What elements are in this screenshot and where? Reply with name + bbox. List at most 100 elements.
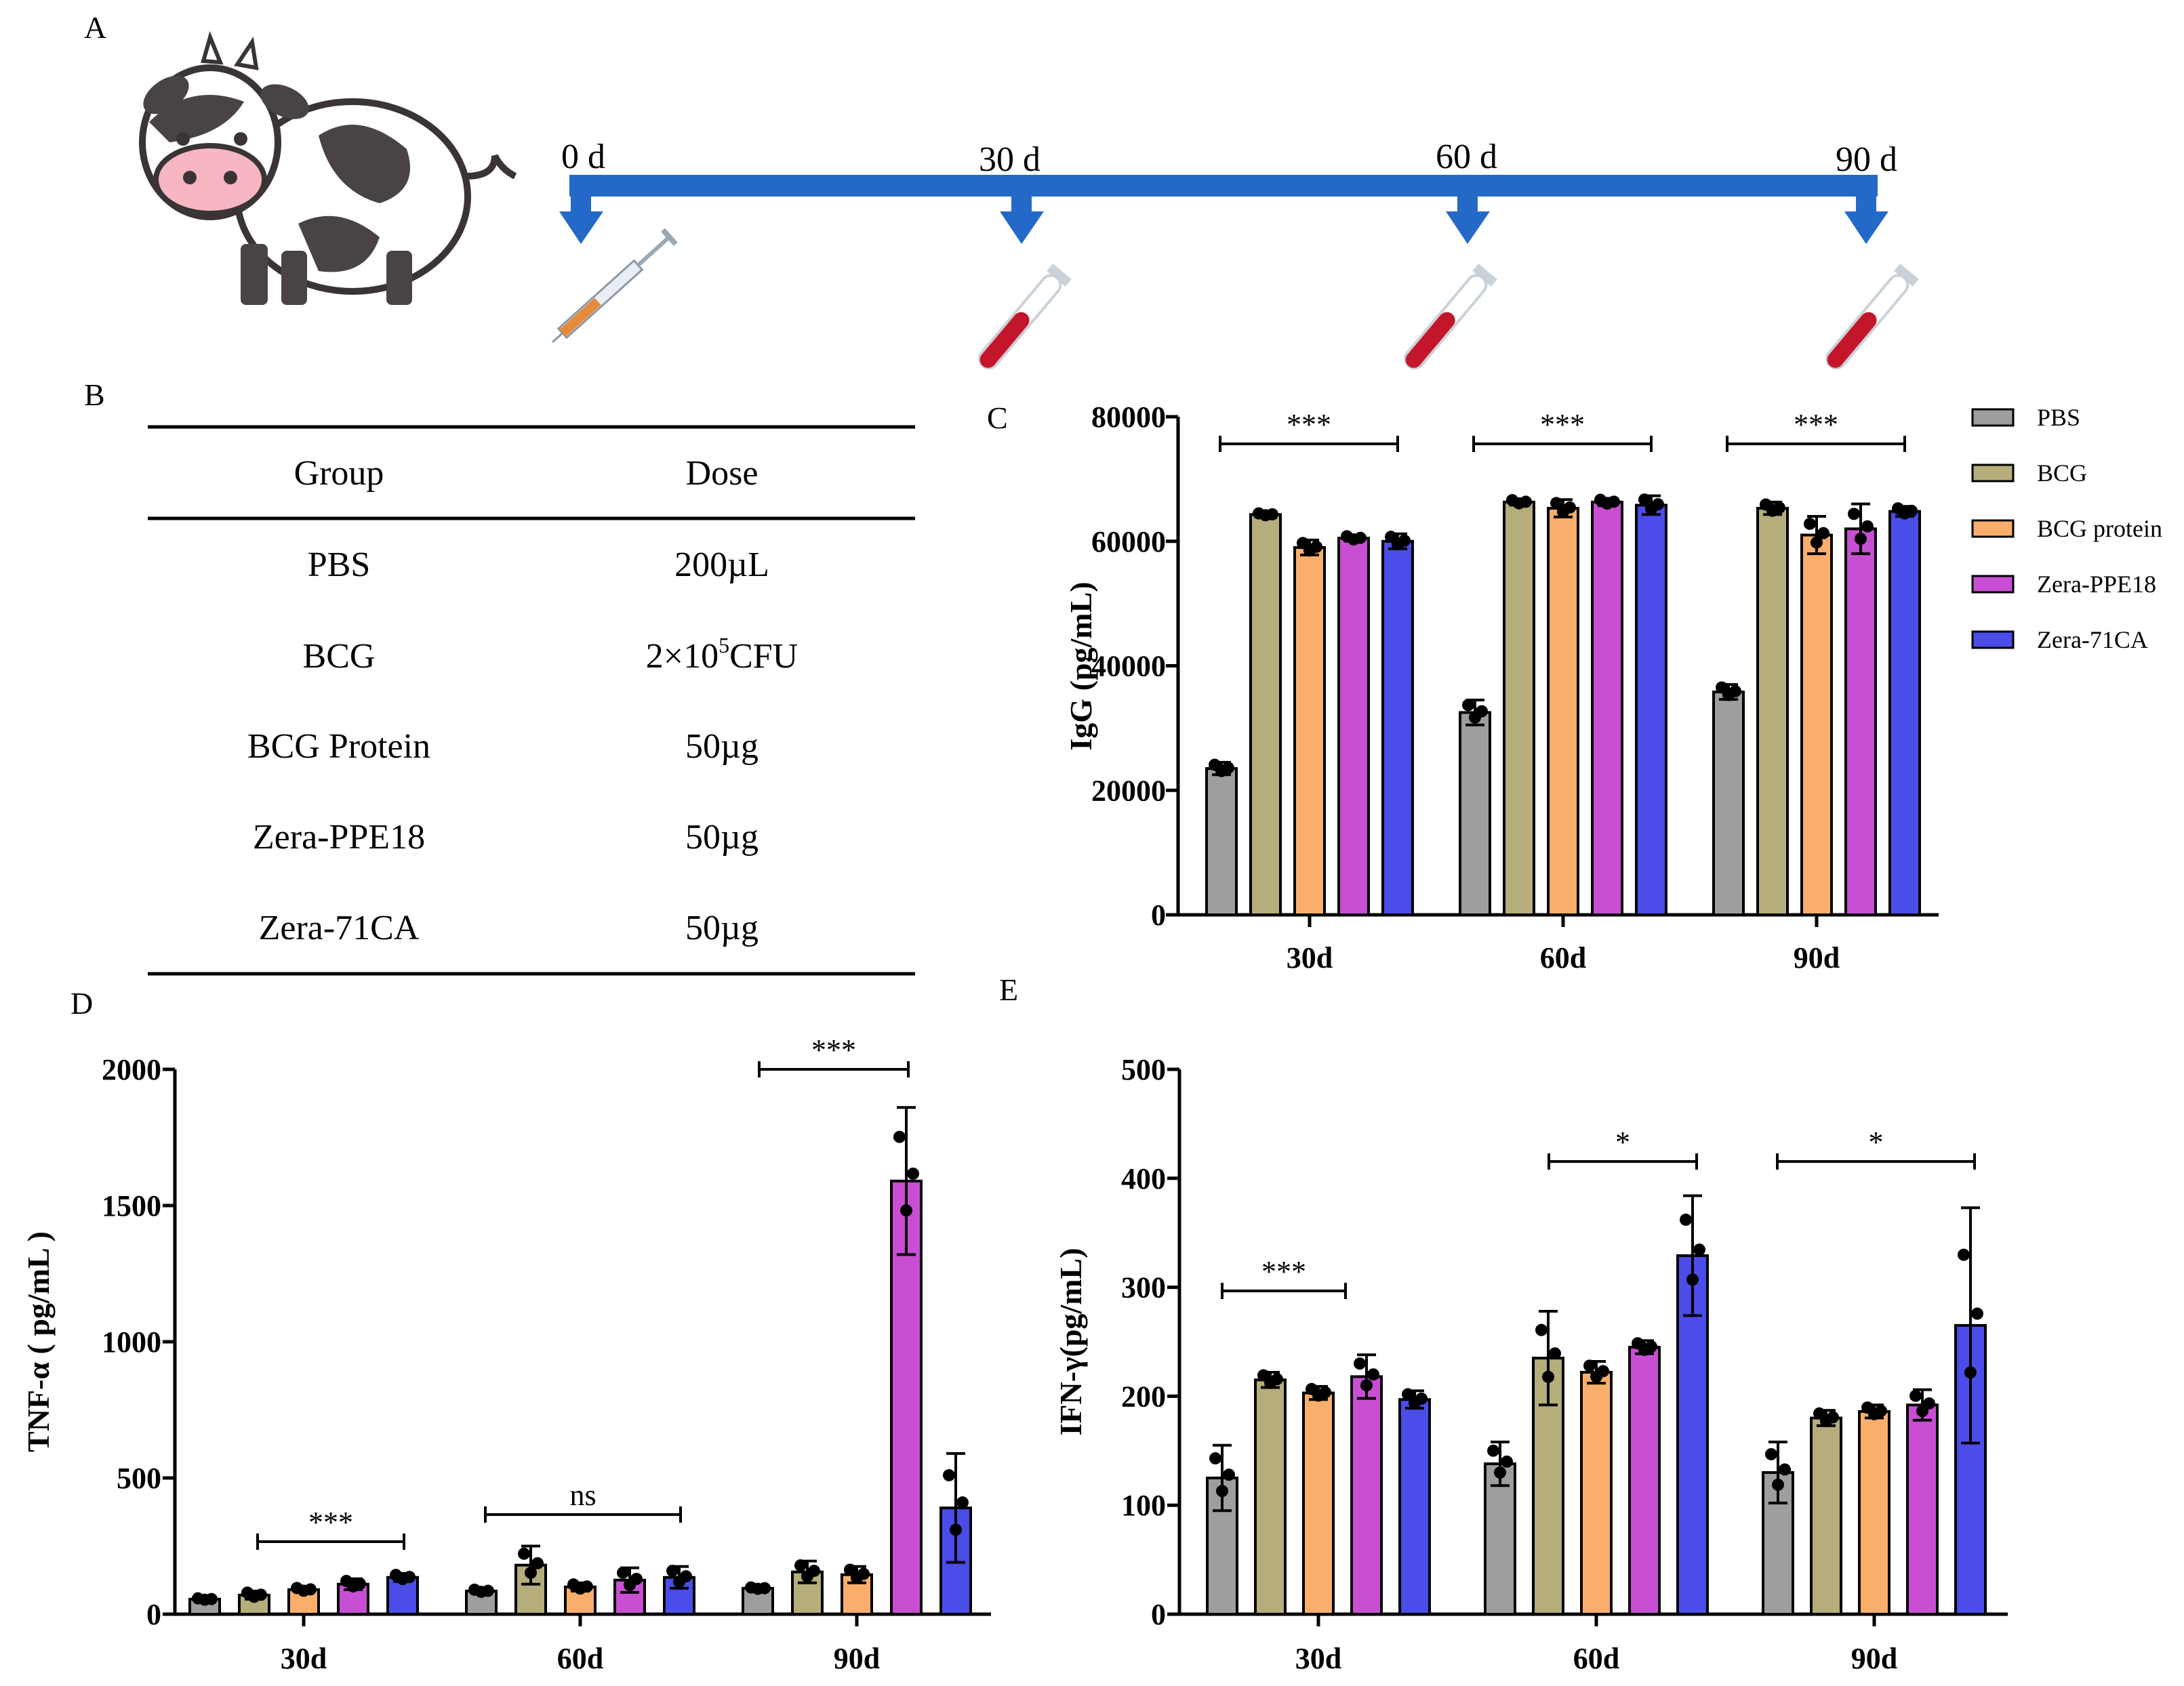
data-point <box>1848 508 1860 520</box>
timeline-label-90d: 90 d <box>1836 140 1897 179</box>
data-point <box>1597 1365 1609 1378</box>
data-point <box>1875 1404 1887 1417</box>
significance-label: *** <box>1261 1255 1306 1288</box>
panel-letter-a: A <box>84 10 107 45</box>
data-point <box>1501 1455 1513 1468</box>
x-tick-label: 60d <box>1573 1642 1619 1675</box>
data-point <box>1319 1386 1331 1399</box>
bar-bcg-protein <box>1293 546 1326 916</box>
data-point <box>900 1204 912 1217</box>
data-point <box>666 1565 679 1578</box>
x-tick-label: 60d <box>1540 941 1586 974</box>
y-tick-label: 0 <box>146 1598 161 1631</box>
data-point <box>1686 1273 1699 1286</box>
bar-pbs <box>1459 711 1491 916</box>
panel-letter-e: E <box>999 972 1019 1007</box>
table-row-group: Zera-71CA <box>259 909 420 947</box>
data-point <box>1542 1370 1554 1383</box>
data-point <box>1923 1397 1935 1410</box>
data-point <box>1909 1389 1922 1402</box>
data-point <box>525 1566 537 1579</box>
y-tick-label: 300 <box>1121 1271 1166 1304</box>
data-point <box>1209 1452 1221 1465</box>
legend-item-zera-71ca: Zera-71CA <box>1971 626 2148 653</box>
data-point <box>1494 1466 1506 1479</box>
bar-zera-ppe18 <box>1337 537 1370 916</box>
significance-label: *** <box>1794 408 1838 441</box>
chart-c-group: 0 20000 40000 60000 80000 IgG (pg/mL) 30d 60d 90… <box>1064 400 1939 974</box>
data-point <box>1964 1366 1977 1379</box>
data-point <box>1462 699 1474 712</box>
data-point <box>950 1523 962 1536</box>
y-axis-title: IFN-γ(pg/mL) <box>1053 1248 1088 1435</box>
y-tick-label: 2000 <box>102 1053 161 1086</box>
bar-zera-ppe18 <box>1350 1375 1383 1616</box>
bar-zera-71ca <box>1381 539 1414 916</box>
bar-pbs <box>1712 691 1745 917</box>
data-point <box>1354 1357 1366 1370</box>
data-point <box>1564 501 1576 514</box>
table-row-dose: 50µg <box>685 909 759 947</box>
data-point <box>893 1130 906 1143</box>
data-point <box>907 1167 919 1180</box>
data-point <box>1223 1468 1235 1481</box>
panel-letter-d: D <box>70 986 94 1021</box>
table-row-dose: 50µg <box>685 818 759 857</box>
table-row-dose: 2×105CFU <box>646 633 798 676</box>
bar-zera-ppe18 <box>1628 1346 1661 1616</box>
significance-label: * <box>1869 1126 1884 1159</box>
data-point <box>1827 1411 1839 1424</box>
data-point <box>1520 495 1532 508</box>
significance-label: *** <box>811 1033 856 1067</box>
bar-zera-ppe18 <box>1844 527 1877 916</box>
legend-label-bcg-protein: BCG protein <box>2037 515 2162 542</box>
significance-label: * <box>1615 1126 1630 1159</box>
table-row-dose: 200µL <box>674 546 769 584</box>
y-tick-label: 60000 <box>1091 525 1166 558</box>
data-point <box>680 1570 692 1583</box>
legend-item-bcg: BCG <box>1971 459 2087 487</box>
data-point <box>1693 1243 1705 1256</box>
data-point <box>1398 534 1411 547</box>
data-point <box>1773 501 1785 514</box>
significance-label: *** <box>1540 408 1585 441</box>
data-point <box>1905 504 1918 517</box>
legend-label-bcg: BCG <box>2037 459 2087 487</box>
panel-letter-c: C <box>987 400 1008 435</box>
data-point <box>1779 1463 1791 1476</box>
data-point <box>255 1588 267 1601</box>
data-point <box>354 1577 366 1590</box>
data-point <box>1608 495 1620 508</box>
bar-bcg-protein <box>1800 533 1833 916</box>
data-point <box>1360 1379 1373 1392</box>
panel-b-table: Group Dose PBS 200µL BCG 2×105CFU BCG Pr… <box>148 425 915 976</box>
bar-zera-71ca <box>1888 510 1921 916</box>
y-tick-label: 400 <box>1121 1162 1166 1195</box>
blood-tube-icon-60d <box>1403 264 1497 370</box>
legend-item-zera-ppe18: Zera-PPE18 <box>1971 571 2156 598</box>
data-point <box>857 1567 870 1580</box>
data-point <box>1765 1447 1777 1460</box>
data-point <box>1583 1359 1596 1372</box>
data-point <box>403 1571 416 1584</box>
y-tick-label: 100 <box>1121 1489 1166 1522</box>
data-point <box>844 1563 856 1576</box>
x-tick-label: 90d <box>834 1642 880 1675</box>
data-point <box>1772 1478 1784 1491</box>
cow-illustration <box>139 30 517 305</box>
y-tick-label: 40000 <box>1091 650 1166 683</box>
y-axis-title: TNF-α ( pg/mL ) <box>21 1231 56 1452</box>
timeline-bar <box>569 175 1878 197</box>
data-point <box>1811 536 1823 549</box>
dose-unit: CFU <box>729 637 798 676</box>
data-point <box>482 1584 494 1597</box>
table-header-dose: Dose <box>686 454 759 493</box>
y-tick-label: 1000 <box>102 1325 161 1359</box>
panel-letter-b: B <box>84 377 105 412</box>
bar-bcg-protein <box>1580 1371 1613 1616</box>
blood-tube-icon-90d <box>1825 264 1919 370</box>
data-point <box>956 1496 969 1509</box>
data-point <box>1266 508 1278 520</box>
data-point <box>794 1559 807 1572</box>
